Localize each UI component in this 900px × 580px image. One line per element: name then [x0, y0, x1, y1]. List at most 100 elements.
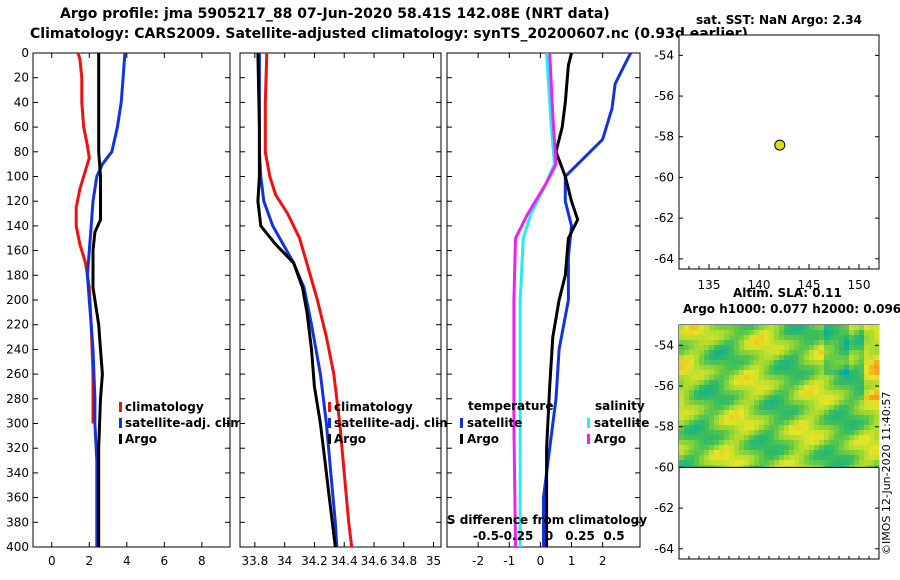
map-title: sat. SST: NaN Argo: 2.34 [696, 13, 862, 27]
y-tick-label: 280 [6, 392, 29, 406]
x-tick-label: 35 [426, 554, 441, 568]
legend-label-satellite: satellite-adj. clim. [334, 416, 456, 430]
secondary-x-tick-label: -0.5 [473, 529, 499, 543]
legend-title-temperature: temperature [468, 399, 553, 413]
y-tick-label: 360 [6, 491, 29, 505]
y-tick-label: 120 [6, 194, 29, 208]
series-line-argo [91, 53, 104, 547]
credit-text: ©IMOS 12-Jun-2020 11:40:57 [880, 391, 893, 555]
legend-swatch-climatology [119, 402, 122, 412]
secondary-x-tick-label: 0.25 [565, 529, 595, 543]
x-tick-label: -1 [503, 554, 515, 568]
y-tick-label: 260 [6, 367, 29, 381]
x-tick-label: 0 [48, 554, 56, 568]
y-tick-label: -58 [654, 130, 674, 144]
x-tick-label: 34.8 [390, 554, 417, 568]
x-tick-label: 6 [161, 554, 169, 568]
y-tick-label: 0 [21, 46, 29, 60]
y-tick-label: -62 [654, 501, 674, 515]
plot-frame [32, 52, 231, 548]
y-tick-label: 140 [6, 219, 29, 233]
legend-label-sal-sal_climatology: Argo [594, 432, 626, 446]
y-tick-label: -64 [654, 542, 674, 556]
legend-swatch-sal-sal_climatology [587, 434, 590, 444]
x-tick-label: 34.2 [301, 554, 328, 568]
x-tick-label: 4 [123, 554, 131, 568]
y-tick-label: 380 [6, 515, 29, 529]
y-tick-label: 180 [6, 268, 29, 282]
legend-swatch-satellite [328, 418, 331, 428]
legend-swatch-argo [119, 434, 122, 444]
y-tick-label: 400 [6, 540, 29, 554]
legend-label-sal-sal_satellite: satellite [594, 416, 649, 430]
y-tick-label: 20 [14, 71, 29, 85]
series-line-climatology [263, 52, 354, 548]
x-tick-label: 34 [277, 554, 292, 568]
y-tick-label: -56 [654, 89, 674, 103]
y-tick-label: 40 [14, 95, 29, 109]
legend-label-climatology: climatology [125, 400, 204, 414]
y-tick-label: 300 [6, 417, 29, 431]
secondary-x-tick-label: -0.25 [499, 529, 534, 543]
legend-title-salinity: salinity [595, 399, 645, 413]
x-tick-label: 135 [698, 278, 721, 292]
y-tick-label: -60 [654, 460, 674, 474]
x-tick-label: -2 [472, 554, 484, 568]
legend-label-temp-argo: Argo [467, 432, 499, 446]
y-tick-label: 100 [6, 170, 29, 184]
series-line-sal_climatology [512, 52, 558, 548]
x-tick-label: 33.8 [242, 554, 269, 568]
legend-swatch-climatology [328, 402, 331, 412]
plot-frame [446, 52, 641, 548]
legend-swatch-temp-argo [460, 434, 463, 444]
secondary-x-tick-label: 0 [545, 529, 553, 543]
series-line-satellite [542, 52, 633, 547]
x-tick-label: 1 [568, 554, 576, 568]
legend-label-argo: Argo [334, 432, 366, 446]
legend-swatch-argo [328, 434, 331, 444]
legend-label-satellite: satellite-adj. clim. [125, 416, 247, 430]
x-tick-label: 2 [599, 554, 607, 568]
y-tick-label: 200 [6, 293, 29, 307]
x-tick-label: 150 [848, 278, 871, 292]
x-tick-label: 145 [798, 278, 821, 292]
y-tick-label: 160 [6, 244, 29, 258]
title-line-2: Climatology: CARS2009. Satellite-adjuste… [30, 26, 748, 42]
x-tick-label: 8 [198, 554, 206, 568]
salinity-panel: 33.8 34 34.2 34.4 34.6 34.8 35 climatology satel… [239, 52, 456, 568]
sla-map-panel: Altim. SLA: 0.11 Argo h1000: 0.077 h2000:… [654, 286, 900, 560]
x-tick-label: 140 [748, 278, 771, 292]
x-tick-label: 2 [85, 554, 93, 568]
legend-swatch-satellite [119, 418, 122, 428]
difference-panel: -2 -1 0 1 2 temperature salinity satellite Argo s… [446, 52, 649, 568]
legend-label-temp-satellite: satellite [467, 416, 522, 430]
plot-frame [239, 52, 442, 548]
y-tick-label: 220 [6, 318, 29, 332]
y-tick-label: 320 [6, 441, 29, 455]
y-tick-label: 240 [6, 342, 29, 356]
map-frame [678, 34, 880, 270]
x-tick-label: 34.4 [331, 554, 358, 568]
series-line-sal_satellite [518, 52, 556, 547]
y-tick-label: -60 [654, 170, 674, 184]
sla-title-1: Altim. SLA: 0.11 [733, 286, 842, 300]
legend-label-argo: Argo [125, 432, 157, 446]
secondary-x-label: S difference from climatology [447, 513, 647, 527]
title-line-1: Argo profile: jma 5905217_88 07-Jun-2020… [60, 6, 610, 22]
series-line-argo [256, 52, 337, 548]
legend-swatch-sal-sal_satellite [587, 418, 590, 428]
x-tick-label: 34.6 [361, 554, 388, 568]
y-tick-label: -58 [654, 420, 674, 434]
y-tick-label: 60 [14, 120, 29, 134]
series-line-argo [545, 52, 580, 547]
location-map-panel: sat. SST: NaN Argo: 2.34 -54 -56 -58 -60 -62 -… [654, 13, 880, 292]
y-tick-label: 340 [6, 466, 29, 480]
secondary-x-tick-label: 0.5 [603, 529, 624, 543]
sla-title-2: Argo h1000: 0.077 h2000: 0.096 [683, 302, 900, 316]
x-tick-label: 0 [537, 554, 545, 568]
y-tick-label: -64 [654, 252, 674, 266]
y-tick-label: -56 [654, 379, 674, 393]
profile-location-marker [774, 139, 786, 151]
legend-label-climatology: climatology [334, 400, 413, 414]
